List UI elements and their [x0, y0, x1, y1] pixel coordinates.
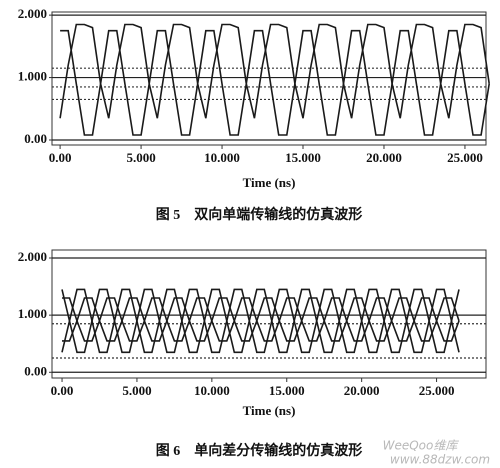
x-tick-label: 15.000	[269, 383, 305, 398]
x-tick-label: 0.00	[51, 383, 74, 398]
watermark: www.88dzw.com	[390, 453, 490, 467]
x-tick-label: 15.000	[285, 150, 321, 165]
x-tick-label: 25.000	[419, 383, 455, 398]
x-tick-label: 5.000	[122, 383, 151, 398]
waveform	[62, 297, 460, 342]
plot-frame	[51, 249, 487, 379]
x-tick-label: 25.000	[447, 150, 483, 165]
y-tick-label: 2.000	[18, 249, 47, 264]
waveform	[61, 288, 460, 354]
x-axis-label: Time (ns)	[243, 175, 296, 190]
y-tick-label: 0.00	[24, 363, 47, 378]
waveform	[59, 23, 490, 119]
caption: 图 5 双向单端传输线的仿真波形	[156, 206, 363, 223]
x-tick-label: 20.000	[344, 383, 380, 398]
x-tick-label: 10.000	[204, 150, 240, 165]
y-tick-label: 0.00	[24, 131, 47, 146]
caption: 图 6 单向差分传输线的仿真波形	[156, 442, 363, 459]
x-tick-label: 5.000	[126, 150, 155, 165]
x-tick-label: 10.000	[194, 383, 230, 398]
waveform	[60, 29, 490, 136]
plot-frame	[51, 11, 487, 146]
waveform	[62, 297, 460, 342]
y-tick-label: 1.000	[18, 69, 47, 84]
x-tick-label: 0.00	[49, 150, 72, 165]
watermark: WeeQoo维库	[383, 439, 460, 453]
x-tick-label: 20.000	[366, 150, 402, 165]
waveform	[61, 288, 460, 354]
x-axis-label: Time (ns)	[243, 403, 296, 418]
y-tick-label: 1.000	[18, 306, 47, 321]
y-tick-label: 2.000	[18, 6, 47, 21]
